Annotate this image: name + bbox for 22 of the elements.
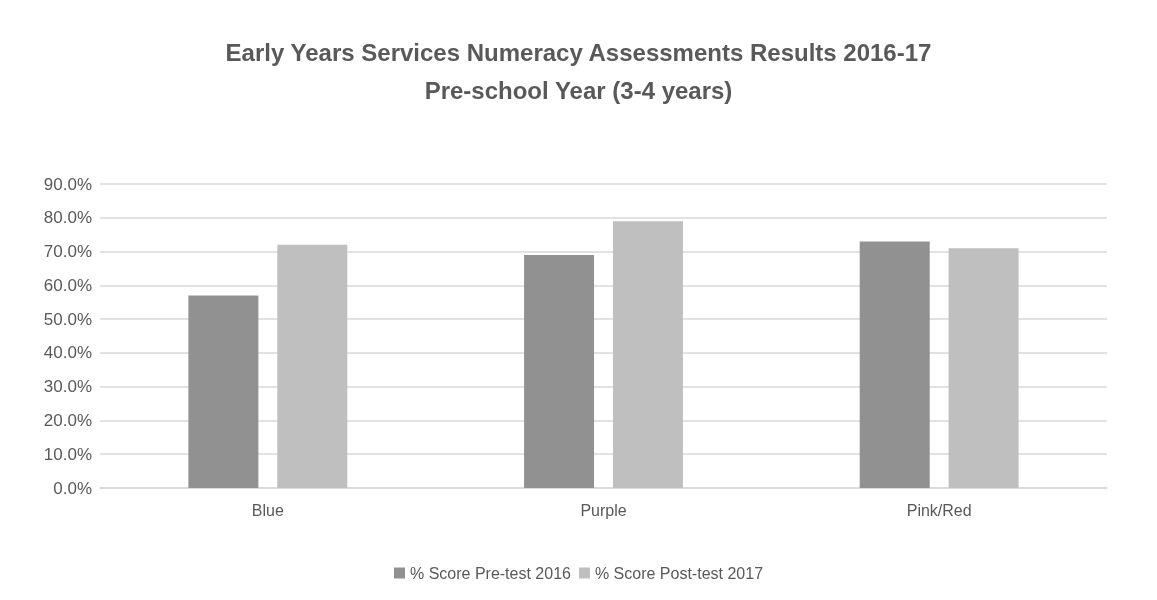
bar <box>612 221 683 488</box>
y-tick-label: 30.0% <box>43 377 92 397</box>
x-tick-label: Blue <box>251 501 284 519</box>
bar <box>859 241 930 488</box>
y-tick-label: 80.0% <box>43 208 92 228</box>
bar <box>524 254 595 488</box>
y-tick-label: 90.0% <box>43 174 92 194</box>
bar <box>948 248 1019 488</box>
x-tick-label: Pink/Red <box>906 501 972 519</box>
y-tick-label: 50.0% <box>43 309 92 329</box>
x-tick-label: Purple <box>580 501 627 519</box>
y-tick-label: 60.0% <box>43 275 92 295</box>
y-tick-label: 70.0% <box>43 242 92 262</box>
legend-label: % Score Pre-test 2016 <box>409 564 572 582</box>
y-tick-label: 20.0% <box>43 410 92 430</box>
bar <box>277 244 348 488</box>
y-tick-label: 10.0% <box>43 444 92 464</box>
bar <box>188 295 259 488</box>
y-tick-label: 0.0% <box>53 478 92 498</box>
chart-title: Early Years Services Numeracy Assessments Results 2016-17 Pre-school Year (3-4 years) <box>225 38 932 104</box>
y-tick-label: 40.0% <box>43 343 92 363</box>
legend-label: % Score Post-test 2017 <box>594 564 764 582</box>
